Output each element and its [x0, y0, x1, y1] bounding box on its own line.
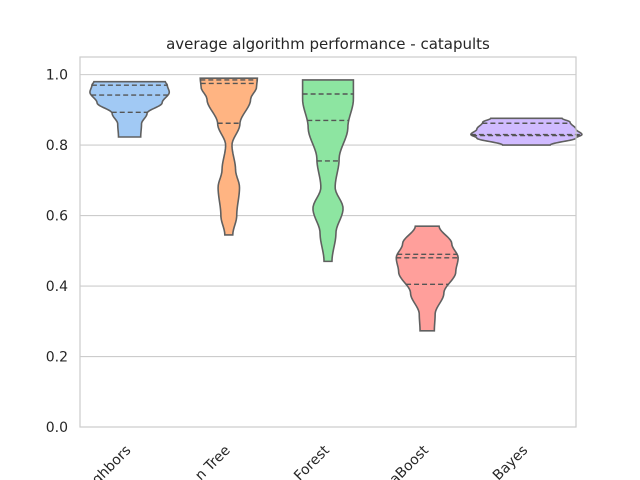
x-tick-label: Bayes — [490, 443, 531, 480]
x-axis: ghbors n Tree Forest aBoost Bayes — [89, 442, 531, 480]
violin-body — [395, 225, 459, 332]
x-tick-label: aBoost — [387, 442, 433, 480]
violins — [89, 77, 583, 332]
x-tick-label: n Tree — [192, 443, 233, 480]
violin-body — [301, 79, 355, 263]
y-tick-label: 0.4 — [46, 279, 68, 295]
y-tick-label: 0.0 — [46, 420, 68, 436]
violin-body — [89, 80, 171, 138]
violin-group — [395, 225, 459, 332]
chart-title: average algorithm performance - catapult… — [166, 35, 490, 53]
violin-group — [301, 79, 355, 263]
y-tick-label: 0.8 — [46, 138, 68, 154]
y-tick-label: 0.2 — [46, 350, 68, 366]
x-tick-label: Forest — [291, 442, 333, 480]
violin-group — [199, 77, 259, 236]
violin-group — [470, 117, 583, 146]
y-axis: 0.0 0.2 0.4 0.6 0.8 1.0 — [46, 68, 68, 436]
violin-body — [199, 77, 259, 236]
violin-group — [89, 80, 171, 138]
violin-body — [470, 117, 583, 146]
y-tick-label: 0.6 — [46, 209, 68, 225]
x-tick-label: ghbors — [89, 443, 134, 480]
plot-frame — [79, 56, 577, 428]
y-tick-label: 1.0 — [46, 68, 68, 84]
